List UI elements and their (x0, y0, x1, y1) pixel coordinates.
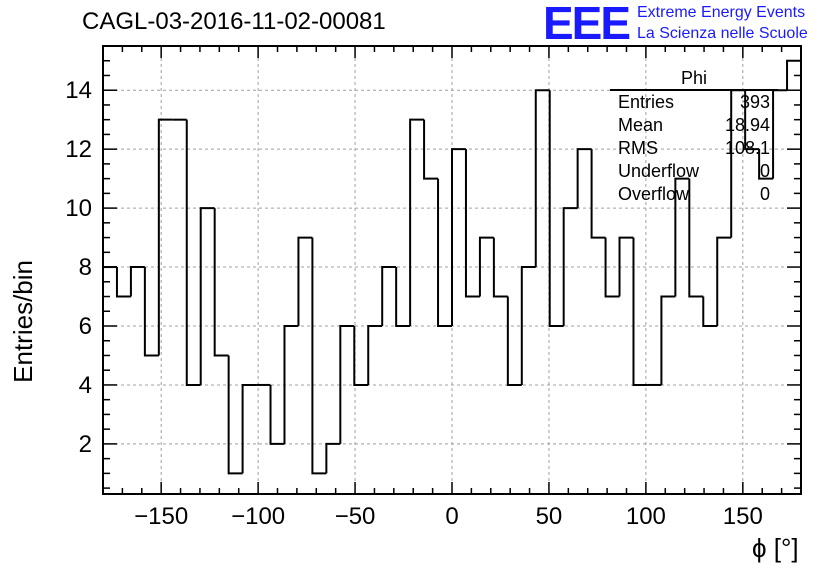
histogram-bin (241, 383, 257, 474)
x-tick-label: −150 (134, 503, 188, 530)
stats-value: 393 (739, 92, 770, 112)
histogram-bin (604, 237, 620, 298)
histogram-bin (311, 237, 327, 475)
x-tick-label: −100 (231, 503, 285, 530)
histogram-bin (157, 118, 173, 356)
x-tick-label: 100 (626, 503, 666, 530)
histogram-bin (576, 148, 592, 209)
histogram-bin (395, 267, 411, 327)
histogram-bin (143, 267, 159, 357)
histogram-bin (464, 149, 480, 298)
histogram-bin (688, 178, 704, 298)
histogram-bin (213, 208, 229, 357)
histogram-bin (520, 266, 536, 385)
x-tick-label: 50 (536, 503, 563, 530)
histogram-bin (283, 325, 299, 444)
histogram-bin (548, 90, 564, 327)
stats-key: Mean (618, 115, 664, 135)
stats-key: Entries (618, 92, 675, 112)
y-tick-label: 8 (79, 254, 92, 281)
histogram-bin (478, 236, 494, 297)
histogram-bin (744, 90, 760, 151)
y-tick-label: 4 (79, 372, 92, 399)
histogram-bin (339, 325, 355, 444)
stats-value: 0 (759, 184, 770, 204)
x-tick-label: 150 (723, 503, 763, 530)
stats-row-entries: Entries 393 (610, 91, 778, 114)
x-axis-label: ϕ [°] (752, 533, 799, 563)
histogram-bin (227, 355, 243, 475)
histogram-bin (716, 236, 732, 326)
histogram-bin (381, 266, 397, 326)
histogram-bin (437, 178, 452, 327)
histogram-bin (492, 237, 508, 298)
histogram-bin (506, 296, 522, 386)
stats-row-rms: RMS 108.1 (610, 137, 778, 160)
y-tick-label: 10 (65, 195, 92, 222)
histogram-bin (758, 149, 774, 180)
histogram-bin (562, 207, 578, 326)
y-tick-label: 14 (65, 77, 92, 104)
brand-line-1: Extreme Energy Events (637, 4, 806, 21)
histogram-bin (353, 326, 369, 386)
histogram-bin (660, 295, 676, 385)
brand-line-2: La Scienza nelle Scuole (637, 25, 808, 42)
histogram-bin (367, 325, 383, 385)
histogram-bin (129, 266, 145, 297)
stats-row-underflow: Underflow 0 (610, 160, 778, 183)
x-tick-label: −50 (335, 503, 376, 530)
histogram-bins (103, 59, 801, 475)
stats-key: Underflow (618, 161, 700, 181)
stats-value: 18.94 (724, 115, 770, 135)
stats-row-mean: Mean 18.94 (610, 114, 778, 137)
histogram-bin (185, 119, 201, 386)
stats-box: Phi Entries 393 Mean 18.94 RMS 108.1 Und… (610, 68, 778, 206)
tick-labels: −150 −100 −50 0 50 100 150 2 4 6 8 10 12 14 (65, 77, 763, 530)
x-tick-label: 0 (445, 503, 458, 530)
histogram-bin (199, 207, 215, 385)
histogram-bin (115, 267, 131, 298)
histogram-bin (409, 118, 425, 326)
stats-value: 108.1 (724, 138, 770, 158)
y-tick-label: 6 (79, 313, 92, 340)
y-tick-label: 2 (79, 431, 92, 458)
chart-title: CAGL-03-2016-11-02-00081 (82, 8, 386, 35)
stats-key: Overflow (618, 184, 690, 204)
histogram-bin (325, 442, 341, 474)
histogram-bin (423, 119, 439, 180)
stats-row-overflow: Overflow 0 (610, 183, 778, 206)
histogram-bin (618, 236, 634, 297)
histogram-bin (702, 296, 718, 327)
histogram-bin (632, 237, 648, 386)
histogram-bin (269, 384, 285, 445)
stats-key: RMS (618, 138, 658, 158)
histogram-bin (534, 89, 550, 268)
histogram-bin (674, 177, 690, 297)
y-tick-label: 12 (65, 136, 92, 163)
eee-logo: EEE (543, 0, 631, 49)
stats-value: 0 (759, 161, 770, 181)
tick-marks (103, 45, 801, 494)
histogram-bin (297, 236, 313, 326)
stats-box-title: Phi (610, 68, 778, 91)
histogram-bin (590, 149, 606, 239)
histogram-bin (451, 148, 466, 326)
